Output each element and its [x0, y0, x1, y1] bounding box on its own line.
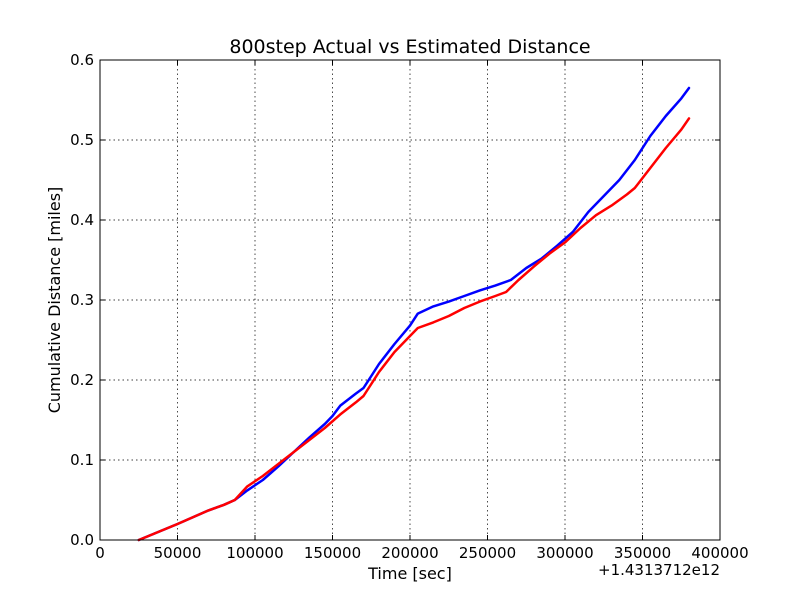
y-tick-label: 0.4 — [70, 211, 94, 229]
chart-title: 800step Actual vs Estimated Distance — [229, 36, 590, 58]
x-tick-label: 0 — [95, 544, 105, 562]
x-tick-label: 400000 — [691, 544, 748, 562]
ticks — [99, 59, 721, 541]
x-tick-label: 50000 — [154, 544, 202, 562]
y-tick-label: 0.3 — [70, 291, 94, 309]
y-tick-label: 0.0 — [70, 531, 94, 549]
y-axis-label: Cumulative Distance [miles] — [45, 187, 64, 414]
tick-labels: 0 50000 100000 150000 200000 250000 300000 3500… — [70, 51, 748, 562]
series-layer — [137, 86, 691, 542]
x-axis-offset-label: +1.4313712e12 — [598, 561, 720, 579]
x-tick-label: 200000 — [381, 544, 438, 562]
y-tick-label: 0.5 — [70, 131, 94, 149]
x-tick-label: 150000 — [304, 544, 361, 562]
x-axis-label: Time [sec] — [367, 564, 452, 583]
x-tick-label: 250000 — [459, 544, 516, 562]
x-tick-label: 300000 — [536, 544, 593, 562]
x-tick-label: 350000 — [614, 544, 671, 562]
series-line-1 — [137, 86, 691, 542]
series-line-2 — [137, 117, 691, 542]
y-tick-label: 0.6 — [70, 51, 94, 69]
y-tick-label: 0.2 — [70, 371, 94, 389]
y-tick-label: 0.1 — [70, 451, 94, 469]
x-tick-label: 100000 — [226, 544, 283, 562]
